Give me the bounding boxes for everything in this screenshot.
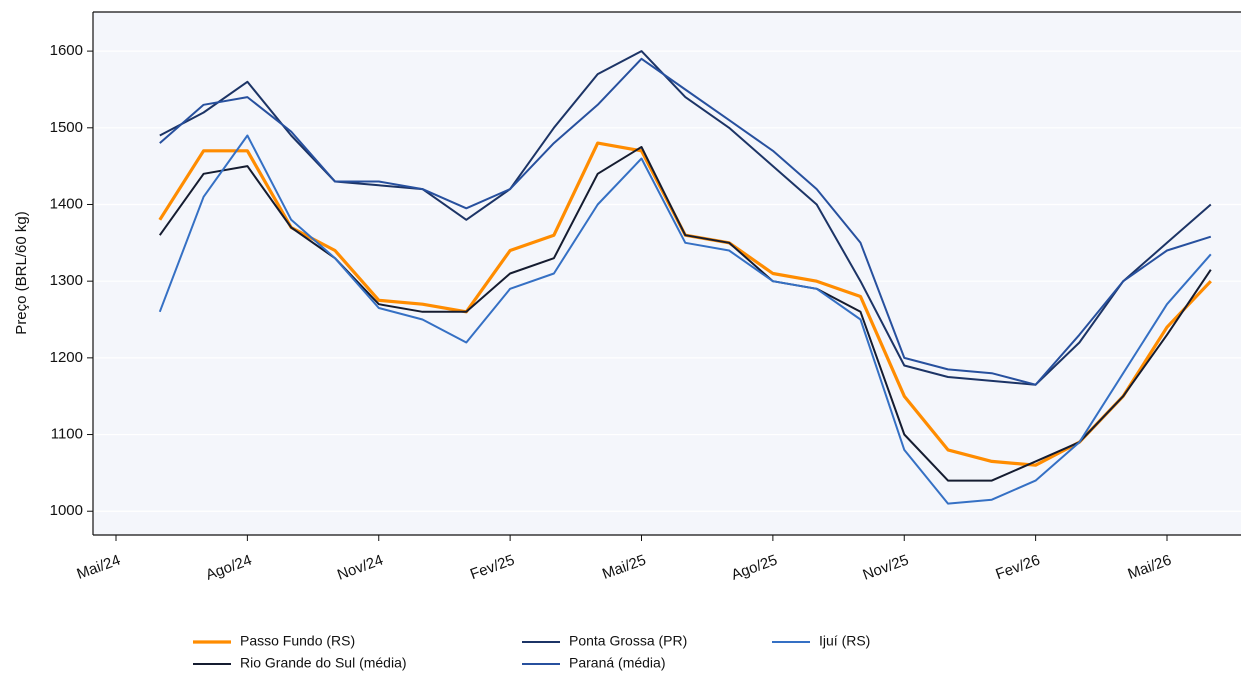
y-tick-label: 1000: [50, 502, 83, 519]
plot-area: [93, 12, 1241, 535]
legend-label: Paraná (média): [569, 655, 666, 671]
y-tick-label: 1600: [50, 42, 83, 59]
y-axis-label: Preço (BRL/60 kg): [13, 211, 30, 334]
x-tick-label: Ago/24: [204, 552, 254, 584]
x-tick-label: Nov/24: [335, 552, 385, 584]
x-tick-label: Mai/26: [1126, 552, 1174, 583]
y-tick-label: 1300: [50, 272, 83, 289]
legend-label: Ijuí (RS): [819, 633, 870, 649]
x-tick-label: Mai/25: [600, 552, 648, 583]
x-tick-label: Fev/25: [468, 552, 517, 584]
y-tick-label: 1400: [50, 195, 83, 212]
legend-label: Rio Grande do Sul (média): [240, 655, 407, 671]
legend-label: Passo Fundo (RS): [240, 633, 355, 649]
x-tick-label: Mai/24: [75, 552, 123, 583]
x-tick-label: Ago/25: [729, 552, 779, 584]
x-tick-label: Fev/26: [993, 552, 1042, 584]
y-tick-label: 1500: [50, 119, 83, 136]
y-tick-label: 1100: [51, 426, 83, 443]
series-line: [158, 134, 1212, 505]
y-tick-label: 1200: [50, 349, 83, 366]
legend-label: Ponta Grossa (PR): [569, 633, 687, 649]
x-tick-label: Nov/25: [860, 552, 910, 584]
series-line: [159, 57, 1212, 386]
